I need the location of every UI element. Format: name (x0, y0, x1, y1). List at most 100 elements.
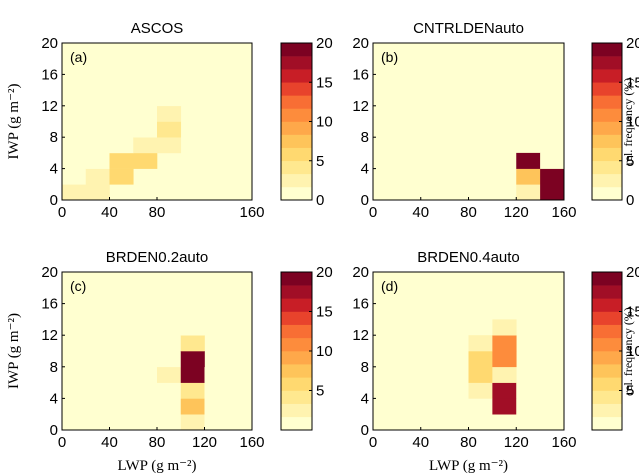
x-tick-label: 0 (369, 204, 377, 221)
heatmap-cell (157, 382, 182, 399)
heatmap-cell (492, 382, 517, 399)
x-tick-label: 0 (58, 434, 66, 451)
y-tick-label: 20 (41, 264, 58, 281)
x-tick-label: 0 (369, 434, 377, 451)
heatmap-cell (492, 184, 517, 201)
y-tick-label: 12 (352, 98, 369, 115)
heatmap-cell (204, 398, 229, 415)
colorbar-segment (281, 160, 312, 175)
colorbar-tick-label: 10 (316, 343, 333, 360)
y-tick-label: 20 (41, 35, 58, 52)
y-tick-label: 16 (41, 66, 58, 83)
y-tick-label: 20 (352, 35, 369, 52)
heatmap-cell (468, 351, 493, 368)
colorbar-segment (281, 272, 312, 286)
colorbar-segment (592, 56, 622, 70)
colorbar-segment (592, 311, 622, 325)
heatmap-cell (204, 414, 229, 431)
y-tick-label: 8 (50, 129, 58, 146)
heatmap-cell (109, 152, 134, 169)
colorbar-label: rel. frequency (%) (621, 307, 635, 395)
colorbar-segment (281, 69, 312, 83)
x-tick-label: 0 (58, 204, 66, 221)
y-tick-label: 8 (361, 359, 369, 376)
y-tick-label: 0 (50, 192, 58, 209)
heatmap-cell (492, 398, 517, 415)
colorbar-tick-label: 0 (316, 192, 324, 209)
x-axis-label: LWP (g m⁻²) (117, 458, 196, 474)
colorbar-segment (281, 82, 312, 96)
colorbar-tick-label: 20 (316, 35, 333, 52)
colorbar-tick-label: 15 (626, 74, 639, 91)
x-tick-label: 40 (412, 204, 429, 221)
colorbar-segment (592, 173, 622, 188)
colorbar-segment (592, 377, 622, 391)
colorbar-tick-label: 15 (316, 74, 333, 91)
heatmap-cell (157, 105, 182, 122)
heatmap-cell (540, 152, 565, 169)
colorbar-segment (281, 134, 312, 148)
x-tick-label: 160 (239, 434, 264, 451)
heatmap-cell (468, 335, 493, 352)
colorbar-segment (592, 160, 622, 175)
y-tick-label: 8 (361, 129, 369, 146)
y-tick-label: 12 (352, 327, 369, 344)
colorbar-tick-label: 5 (316, 383, 324, 400)
y-tick-label: 4 (50, 390, 58, 407)
colorbar-tick-label: 20 (626, 35, 639, 52)
x-tick-label: 120 (504, 204, 529, 221)
heatmap-cell (62, 168, 87, 185)
heatmap-cell (180, 335, 205, 352)
colorbar-segment (592, 134, 622, 148)
heatmap-cell (62, 184, 87, 201)
colorbar-segment (592, 69, 622, 83)
x-tick-label: 80 (460, 434, 477, 451)
colorbar-segment (281, 147, 312, 162)
x-tick-label: 40 (101, 434, 118, 451)
heatmap-cell (157, 414, 182, 431)
colorbar-segment (281, 416, 312, 431)
heatmap-cell (204, 366, 229, 383)
x-tick-label: 80 (149, 204, 166, 221)
heatmap-cell (133, 137, 158, 154)
colorbar-tick-label: 15 (626, 304, 639, 321)
heatmap-cell (180, 382, 205, 399)
heatmap-cell (157, 121, 182, 138)
colorbar-tick-label: 20 (316, 264, 333, 281)
colorbar-segment (281, 108, 312, 122)
heatmap-cell (492, 414, 517, 431)
colorbar-tick-label: 0 (626, 192, 634, 209)
y-tick-label: 16 (352, 66, 369, 83)
colorbar-segment (281, 324, 312, 339)
colorbar-tick-label: 5 (626, 383, 634, 400)
heatmap-cell (157, 137, 182, 154)
colorbar-segment (281, 56, 312, 70)
colorbar-tick-label: 10 (626, 114, 639, 131)
heatmap-cell (516, 168, 541, 185)
colorbar-tick-label: 15 (316, 304, 333, 321)
colorbar-segment (281, 390, 312, 404)
heatmap-cell (468, 398, 493, 415)
heatmap-cell (540, 184, 565, 201)
y-tick-label: 0 (50, 422, 58, 439)
x-tick-label: 40 (101, 204, 118, 221)
heatmap-cell (540, 168, 565, 185)
colorbar-segment (281, 337, 312, 352)
colorbar-tick-label: 10 (626, 343, 639, 360)
colorbar-segment (281, 43, 312, 57)
y-tick-label: 0 (361, 422, 369, 439)
colorbar-segment (281, 173, 312, 188)
x-tick-label: 160 (239, 204, 264, 221)
panel-label: (c) (70, 278, 86, 294)
colorbar-tick-label: 5 (316, 153, 324, 170)
heatmap-cell (468, 184, 493, 201)
x-tick-label: 120 (504, 434, 529, 451)
heatmap-cell (180, 414, 205, 431)
heatmap-cell (85, 184, 110, 201)
heatmap-cell (180, 398, 205, 415)
y-axis-label: IWP (g m⁻²) (6, 83, 22, 159)
panel-label: (a) (70, 49, 87, 65)
colorbar-segment (592, 337, 622, 352)
heatmap-cell (133, 152, 158, 169)
